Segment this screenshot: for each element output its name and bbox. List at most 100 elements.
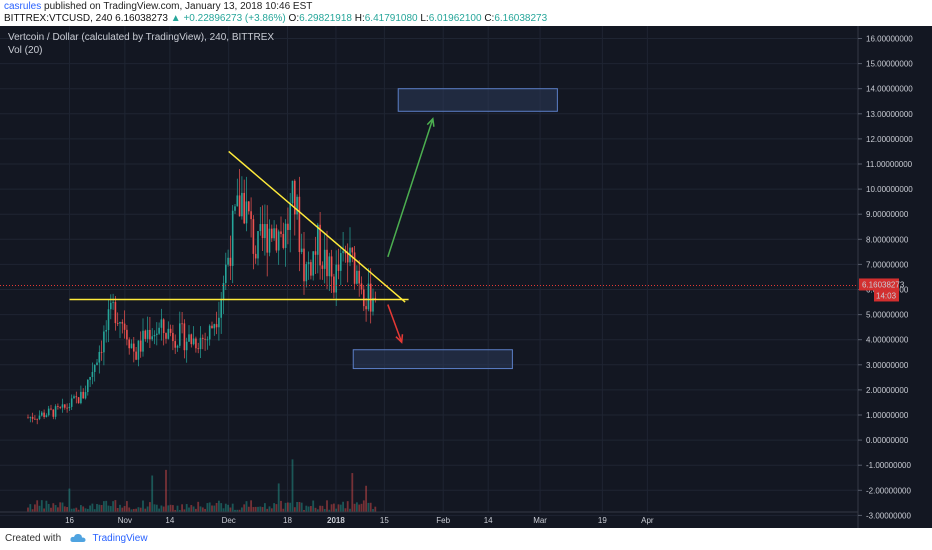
candle-body [165, 333, 167, 339]
candle-body [333, 276, 335, 293]
volume-bar [109, 506, 112, 512]
volume-bar [211, 505, 213, 512]
published-text: published on TradingView.com, January 13… [44, 1, 313, 12]
x-tick-label: Feb [436, 516, 450, 525]
volume-bar [259, 506, 262, 512]
tradingview-brand[interactable]: TradingView [92, 533, 148, 544]
chart-panel[interactable]: 16.00000000 15.00000000 14.00000000 13.0000… [0, 26, 932, 528]
candle-body [225, 264, 227, 283]
volume-bar [174, 509, 177, 512]
candle-body [213, 324, 216, 329]
time-axis[interactable]: 16 Nov 14 Dec 18 2018 15 Feb 14 Mar 19 Apr [0, 511, 858, 525]
drawings[interactable] [69, 88, 558, 370]
open-label: O: [288, 13, 300, 24]
candle-body [353, 252, 356, 284]
price-axis[interactable]: 16.00000000 15.00000000 14.00000000 13.0000… [857, 26, 913, 528]
candles [27, 168, 377, 425]
volume-bar [215, 502, 218, 512]
volume-bar [236, 509, 239, 512]
candle-body [312, 251, 314, 276]
candle-body [344, 251, 347, 254]
volume-bar [291, 459, 294, 512]
volume-bar [344, 508, 347, 512]
volume-bar [277, 483, 280, 512]
candle-body [119, 322, 121, 324]
y-tick-label: 9.00000000 [866, 210, 909, 219]
candle-body [202, 337, 204, 339]
volume-bar [369, 502, 372, 512]
volume-bar [328, 509, 331, 512]
volume-bar [321, 505, 324, 512]
candle-body [61, 404, 64, 408]
volume-bar [243, 504, 246, 512]
candle-body [365, 306, 367, 310]
candle-body [254, 253, 257, 259]
volume-bar [374, 506, 377, 512]
candle-body [91, 371, 94, 377]
candle-body [335, 264, 337, 293]
candle-body [107, 309, 110, 331]
created-with-text: Created with [5, 533, 62, 544]
volume-bar [183, 509, 186, 512]
volume-bar [135, 508, 137, 512]
volume-bar [61, 502, 64, 512]
candle-body [103, 331, 105, 353]
candle-body [231, 210, 234, 266]
candle-body [183, 323, 186, 351]
y-tick-label: 1.00000000 [866, 411, 909, 420]
volume-bar [160, 505, 163, 512]
volume-bar [36, 500, 39, 512]
candle-body [82, 391, 84, 399]
volume-bar [266, 508, 269, 512]
volume-bar [330, 504, 333, 512]
symbol-label: BITTREX:VTCUSD, 240 [4, 13, 113, 24]
candle-body [326, 249, 328, 277]
volume-indicator-title[interactable]: Vol (20) [8, 45, 43, 56]
volume-bar [29, 504, 32, 512]
header: casrules published on TradingView.com, J… [0, 0, 932, 26]
x-tick-label: 18 [283, 516, 292, 525]
volume-bar [103, 501, 105, 512]
volume-bar [362, 500, 365, 512]
candle-body [268, 228, 271, 253]
volume-bar [132, 508, 135, 512]
candle-body [52, 409, 55, 417]
volume-bar [298, 501, 301, 512]
candle-body [142, 330, 144, 352]
candle-body [121, 322, 124, 324]
volume-bar [257, 506, 259, 512]
series-title[interactable]: Vertcoin / Dollar (calculated by Trading… [8, 32, 275, 43]
candle-body [139, 340, 142, 352]
candle-body [45, 415, 48, 418]
volume-bar [59, 502, 62, 512]
volume-bar [158, 508, 160, 512]
volume-bar [367, 502, 370, 512]
volume-bar [206, 503, 209, 512]
volume-bar [181, 504, 183, 512]
price-chart[interactable]: 16.00000000 15.00000000 14.00000000 13.0000… [0, 26, 932, 528]
candle-body [57, 406, 59, 407]
volume-bar [185, 504, 188, 512]
candle-body [174, 341, 176, 348]
volume-bar [268, 506, 271, 512]
candle-body [114, 301, 117, 324]
candle-body [128, 339, 130, 349]
candle-body [317, 224, 319, 255]
candle-body [181, 323, 183, 325]
candle-body [310, 262, 312, 276]
volume-bar [234, 509, 236, 512]
volume-bar [70, 508, 73, 512]
candle-body [351, 247, 354, 253]
author-link[interactable]: casrules [4, 1, 42, 12]
candle-body [363, 289, 365, 307]
candle-body [190, 334, 193, 345]
volume-bar [287, 502, 289, 512]
candle-body [358, 270, 360, 284]
candle-body [328, 256, 331, 277]
volume-bar [114, 500, 117, 512]
volume-bar [252, 507, 255, 512]
low-value: 6.01962100 [428, 13, 482, 24]
volume-bar [241, 507, 243, 512]
countdown-bg [874, 290, 899, 302]
candle-body [31, 416, 34, 419]
